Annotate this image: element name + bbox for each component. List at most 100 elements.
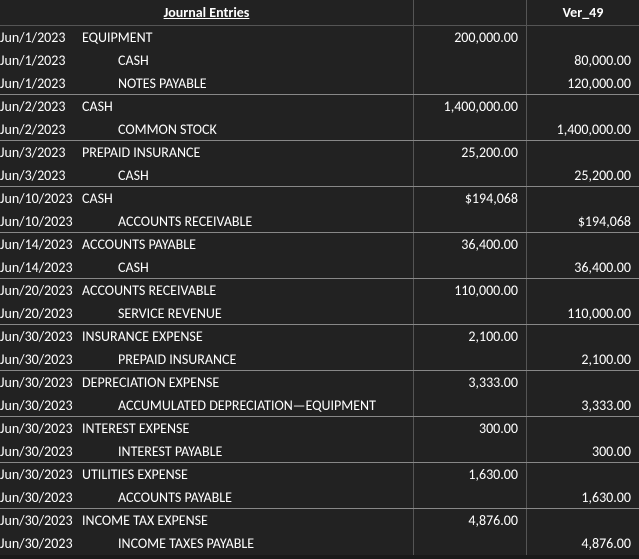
- entry-credit: [526, 279, 639, 302]
- journal-row: Jun/14/2023CASH 36,400.00: [0, 256, 639, 279]
- entry-credit: 80,000.00: [526, 49, 639, 72]
- entry-debit: 300.00: [413, 417, 526, 440]
- entry-debit: [413, 394, 526, 416]
- entry-account: EQUIPMENT: [78, 26, 413, 49]
- entry-credit: [526, 95, 639, 118]
- entry-debit: 4,876.00: [413, 509, 526, 532]
- entry-credit: 300.00: [526, 440, 639, 462]
- entry-account: CASH: [78, 95, 413, 118]
- journal-rows: Jun/1/2023EQUIPMENT200,000.00Jun/1/2023C…: [0, 26, 639, 555]
- entry-credit: [526, 463, 639, 486]
- entry-debit: 1,400,000.00: [413, 95, 526, 118]
- entry-debit: [413, 486, 526, 508]
- entry-account: COMMON STOCK: [78, 118, 413, 140]
- entry-account: CASH: [78, 187, 413, 210]
- entry-account: INTEREST PAYABLE: [78, 440, 413, 462]
- entry-credit: $194,068: [526, 210, 639, 232]
- entry-credit: [526, 325, 639, 348]
- entry-debit: 1,630.00: [413, 463, 526, 486]
- entry-credit: 1,630.00: [526, 486, 639, 508]
- entry-credit: 3,333.00: [526, 394, 639, 416]
- journal-row: Jun/3/2023CASH 25,200.00: [0, 164, 639, 187]
- entry-debit: 25,200.00: [413, 141, 526, 164]
- entry-date: Jun/30/2023: [0, 532, 78, 555]
- journal-row: Jun/2/2023CASH1,400,000.00: [0, 95, 639, 118]
- entry-account: INCOME TAX EXPENSE: [78, 509, 413, 532]
- entry-credit: 2,100.00: [526, 348, 639, 370]
- header-version: Ver_49: [526, 0, 639, 25]
- entry-date: Jun/30/2023: [0, 371, 78, 394]
- entry-account: NOTES PAYABLE: [78, 72, 413, 94]
- entry-debit: [413, 440, 526, 462]
- entry-credit: [526, 141, 639, 164]
- entry-account: ACCOUNTS RECEIVABLE: [78, 210, 413, 232]
- entry-debit: 110,000.00: [413, 279, 526, 302]
- entry-account: CASH: [78, 256, 413, 278]
- entry-account: CASH: [78, 164, 413, 186]
- entry-date: Jun/30/2023: [0, 440, 78, 462]
- entry-credit: 110,000.00: [526, 302, 639, 324]
- entry-credit: [526, 371, 639, 394]
- entry-debit: 2,100.00: [413, 325, 526, 348]
- entry-date: Jun/30/2023: [0, 486, 78, 508]
- entry-date: Jun/30/2023: [0, 509, 78, 532]
- entry-debit: [413, 532, 526, 555]
- entry-date: Jun/10/2023: [0, 210, 78, 232]
- entry-account: UTILITIES EXPENSE: [78, 463, 413, 486]
- entry-credit: [526, 187, 639, 210]
- entry-account: PREPAID INSURANCE: [78, 141, 413, 164]
- entry-debit: [413, 256, 526, 278]
- entry-account: INCOME TAXES PAYABLE: [78, 532, 413, 555]
- entry-debit: [413, 210, 526, 232]
- entry-credit: 120,000.00: [526, 72, 639, 94]
- entry-credit: [526, 26, 639, 49]
- entry-date: Jun/14/2023: [0, 256, 78, 278]
- entry-debit: [413, 118, 526, 140]
- journal-row: Jun/30/2023UTILITIES EXPENSE1,630.00: [0, 463, 639, 486]
- entry-credit: [526, 509, 639, 532]
- entry-debit: 36,400.00: [413, 233, 526, 256]
- entry-account: ACCOUNTS PAYABLE: [78, 233, 413, 256]
- journal-row: Jun/10/2023ACCOUNTS RECEIVABLE $194,068: [0, 210, 639, 233]
- journal-row: Jun/2/2023COMMON STOCK1,400,000.00: [0, 118, 639, 141]
- entry-account: ACCOUNTS RECEIVABLE: [78, 279, 413, 302]
- entry-credit: 36,400.00: [526, 256, 639, 278]
- journal-row: Jun/20/2023ACCOUNTS RECEIVABLE110,000.00: [0, 279, 639, 302]
- entry-date: Jun/1/2023: [0, 72, 78, 94]
- entry-debit: [413, 348, 526, 370]
- entry-date: Jun/10/2023: [0, 187, 78, 210]
- entry-date: Jun/1/2023: [0, 26, 78, 49]
- journal-row: Jun/30/2023INTEREST EXPENSE300.00: [0, 417, 639, 440]
- journal-row: Jun/1/2023CASH80,000.00: [0, 49, 639, 72]
- entry-date: Jun/30/2023: [0, 325, 78, 348]
- entry-account: ACCOUNTS PAYABLE: [78, 486, 413, 508]
- journal-sheet: Journal Entries Ver_49 Jun/1/2023EQUIPME…: [0, 0, 639, 555]
- journal-row: Jun/30/2023INCOME TAXES PAYABLE4,876.00: [0, 532, 639, 555]
- journal-row: Jun/30/2023DEPRECIATION EXPENSE3,333.00: [0, 371, 639, 394]
- entry-date: Jun/1/2023: [0, 49, 78, 72]
- entry-date: Jun/30/2023: [0, 394, 78, 416]
- entry-date: Jun/14/2023: [0, 233, 78, 256]
- journal-row: Jun/30/2023ACCOUNTS PAYABLE 1,630.00: [0, 486, 639, 509]
- entry-date: Jun/3/2023: [0, 164, 78, 186]
- journal-row: Jun/20/2023SERVICE REVENUE110,000.00: [0, 302, 639, 325]
- entry-date: Jun/30/2023: [0, 348, 78, 370]
- header-spacer: [413, 0, 526, 25]
- journal-row: Jun/14/2023ACCOUNTS PAYABLE36,400.00: [0, 233, 639, 256]
- entry-debit: [413, 72, 526, 94]
- entry-date: Jun/30/2023: [0, 463, 78, 486]
- journal-row: Jun/1/2023EQUIPMENT200,000.00: [0, 26, 639, 49]
- entry-credit: 1,400,000.00: [526, 118, 639, 140]
- entry-debit: [413, 164, 526, 186]
- entry-account: INSURANCE EXPENSE: [78, 325, 413, 348]
- entry-date: Jun/30/2023: [0, 417, 78, 440]
- entry-account: INTEREST EXPENSE: [78, 417, 413, 440]
- journal-row: Jun/3/2023PREPAID INSURANCE25,200.00: [0, 141, 639, 164]
- journal-row: Jun/10/2023CASH$194,068: [0, 187, 639, 210]
- journal-row: Jun/30/2023INCOME TAX EXPENSE4,876.00: [0, 509, 639, 532]
- entry-date: Jun/20/2023: [0, 302, 78, 324]
- entry-debit: $194,068: [413, 187, 526, 210]
- entry-account: DEPRECIATION EXPENSE: [78, 371, 413, 394]
- entry-credit: 25,200.00: [526, 164, 639, 186]
- entry-credit: [526, 233, 639, 256]
